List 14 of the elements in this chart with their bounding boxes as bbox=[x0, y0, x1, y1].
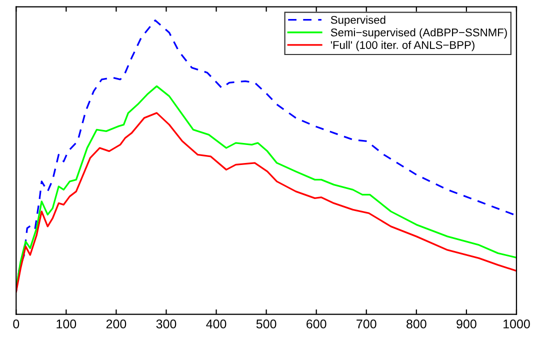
x-tick-label: 700 bbox=[356, 320, 376, 328]
legend-label: 'Full' (100 iter. of ANLS−BPP) bbox=[330, 40, 474, 52]
x-tick-label: 100 bbox=[56, 320, 76, 328]
x-tick-label: 200 bbox=[106, 320, 126, 328]
x-tick-label: 900 bbox=[456, 320, 476, 328]
x-tick-label: 400 bbox=[206, 320, 226, 328]
legend-label: Supervised bbox=[330, 16, 386, 26]
x-tick-label: 600 bbox=[306, 320, 326, 328]
legend-label: Semi−supervised (AdBPP−SSNMF) bbox=[330, 28, 507, 39]
x-tick-label: 500 bbox=[256, 320, 276, 328]
x-tick-label: 800 bbox=[406, 320, 426, 328]
x-tick-label: 1000 bbox=[504, 320, 530, 328]
x-tick-label: 0 bbox=[13, 320, 20, 328]
x-tick-label: 300 bbox=[156, 320, 176, 328]
